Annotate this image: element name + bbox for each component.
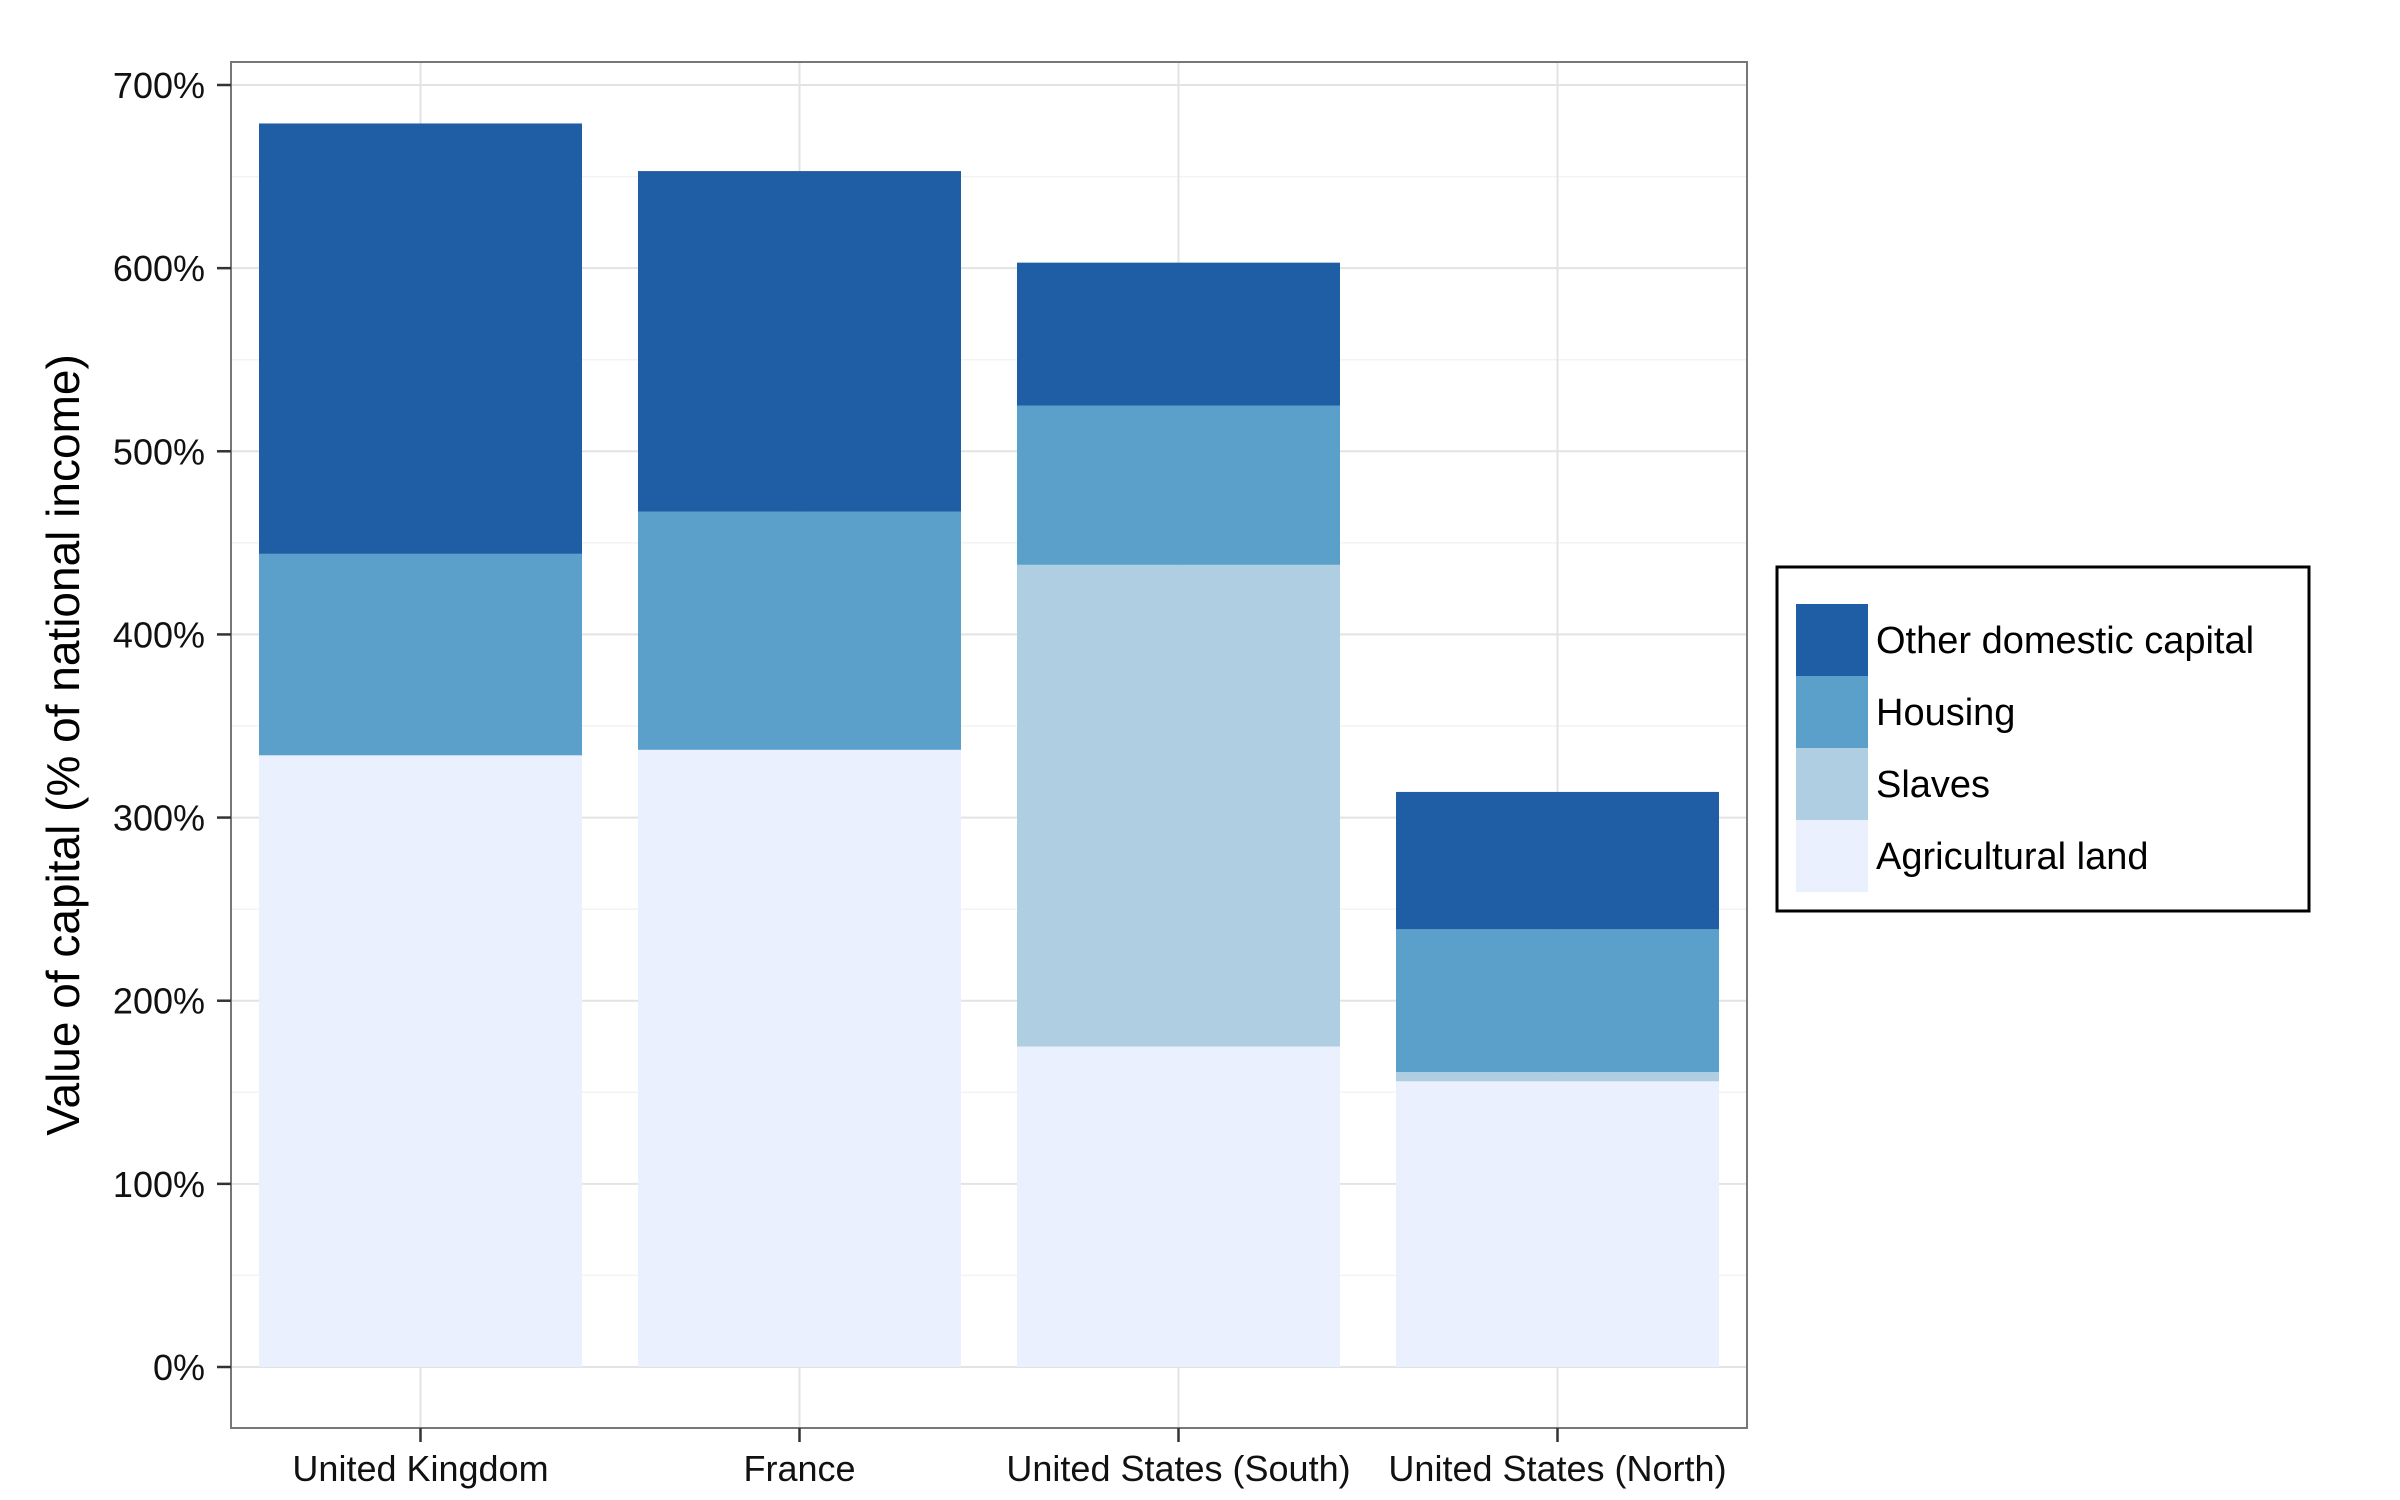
y-tick-label: 0% [153,1347,205,1388]
bar-segment [638,171,961,512]
legend-key [1796,820,1868,892]
bar-segment [259,755,582,1367]
plot-border [230,61,1748,1429]
y-tick-label: 200% [113,981,205,1022]
bar-segment [1017,405,1340,565]
legend-key [1796,676,1868,748]
legend-label: Agricultural land [1876,836,2148,878]
x-tick-label: United Kingdom [292,1448,548,1489]
legend-label: Other domestic capital [1876,620,2254,662]
x-tick-label: United States (South) [1006,1448,1350,1489]
bars [259,123,1719,1367]
y-tick-label: 300% [113,798,205,839]
bar-segment [259,123,582,554]
legend-label: Slaves [1876,764,1990,806]
bar-segment [259,553,582,756]
legend-key [1796,748,1868,820]
bar-segment [638,511,961,750]
y-tick-label: 400% [113,614,205,655]
legend-key [1796,604,1868,676]
bar-segment [1396,929,1719,1073]
bar-segment [1396,1072,1719,1082]
bar-segment [1396,791,1719,930]
x-tick-label: France [743,1448,855,1489]
y-tick-label: 500% [113,431,205,472]
bar-segment [1017,262,1340,406]
x-tick-label: United States (North) [1388,1448,1726,1489]
y-tick-label: 700% [113,65,205,106]
y-tick-label: 600% [113,248,205,289]
bar-segment [638,749,961,1367]
y-axis-title: Value of capital (% of national income) [37,354,89,1136]
bar-segment [1017,1046,1340,1367]
y-tick-label: 100% [113,1164,205,1205]
legend: Other domestic capital Housing Slaves Agric… [1775,565,2311,913]
legend-label: Housing [1876,692,2015,734]
bar-segment [1396,1081,1719,1367]
axes: 0% 100% 200% 300% 400% 500% 600% 700% United Kin… [113,65,1727,1489]
bar-segment [1017,564,1340,1047]
